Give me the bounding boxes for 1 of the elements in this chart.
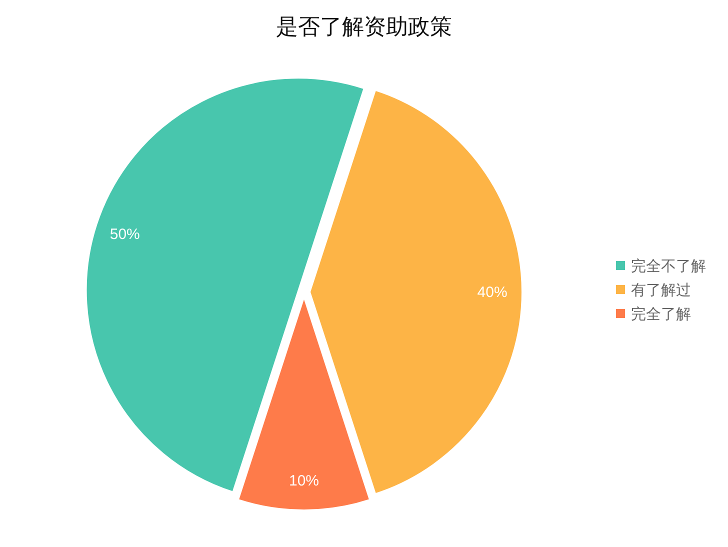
title: 是否了解资助政策	[276, 14, 452, 39]
